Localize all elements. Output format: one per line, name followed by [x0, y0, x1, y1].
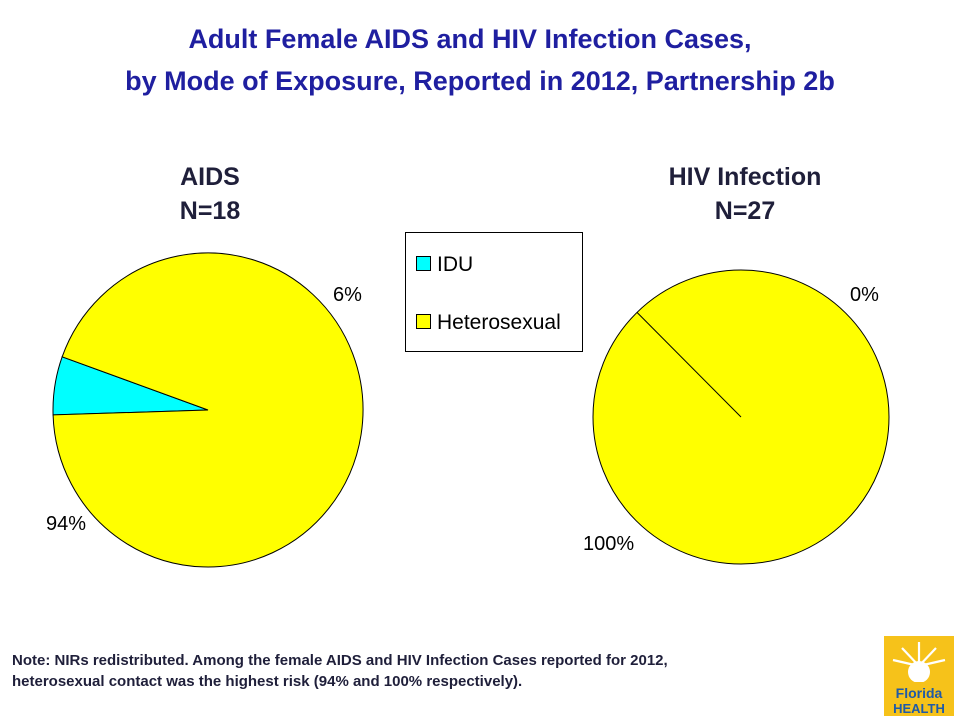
legend-swatch-idu — [416, 255, 431, 271]
hiv-idu-pct-label: 0% — [850, 284, 879, 306]
aids-idu-pct-label: 6% — [333, 284, 362, 306]
legend-swatch-heterosexual — [416, 313, 431, 329]
footnote-line-2: heterosexual contact was the highest ris… — [12, 673, 523, 690]
hiv-slice-idu — [636, 312, 742, 418]
legend-label-idu: IDU — [437, 253, 474, 276]
aids-chart-count: N=18 — [179, 197, 241, 225]
footnote-line-1: Note: NIRs redistributed. Among the fema… — [12, 652, 668, 669]
logo-text-health: HEALTH — [893, 701, 945, 716]
hiv-chart-title: HIV Infection — [668, 163, 822, 191]
title-line-2: by Mode of Exposure, Reported in 2012, P… — [125, 66, 835, 96]
aids-slice-heterosexual — [52, 252, 364, 568]
legend-item-idu: IDU — [416, 253, 473, 277]
aids-chart-title: AIDS — [180, 163, 240, 191]
logo-text-florida: Florida — [896, 685, 943, 701]
hiv-chart-heading: HIV Infection N=27 — [595, 160, 895, 228]
hiv-hetero-pct-label: 100% — [583, 533, 635, 555]
hiv-chart-count: N=27 — [714, 197, 776, 225]
footnote: Note: NIRs redistributed. Among the fema… — [12, 650, 872, 692]
legend-label-heterosexual: Heterosexual — [437, 311, 561, 334]
legend-item-heterosexual: Heterosexual — [416, 311, 561, 335]
sun-logo-icon: Florida HEALTH — [884, 636, 954, 716]
title-line-1: Adult Female AIDS and HIV Infection Case… — [188, 24, 752, 54]
aids-chart-heading: AIDS N=18 — [60, 160, 360, 228]
florida-health-logo: Florida HEALTH — [884, 636, 954, 716]
legend: IDU Heterosexual — [405, 232, 583, 352]
aids-hetero-pct-label: 94% — [46, 513, 87, 535]
